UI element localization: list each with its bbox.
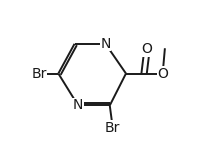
Text: Br: Br (31, 66, 47, 81)
Text: N: N (73, 98, 83, 112)
Text: O: O (142, 42, 153, 56)
Text: Br: Br (105, 121, 120, 135)
Text: N: N (100, 37, 111, 51)
Text: O: O (157, 66, 168, 81)
